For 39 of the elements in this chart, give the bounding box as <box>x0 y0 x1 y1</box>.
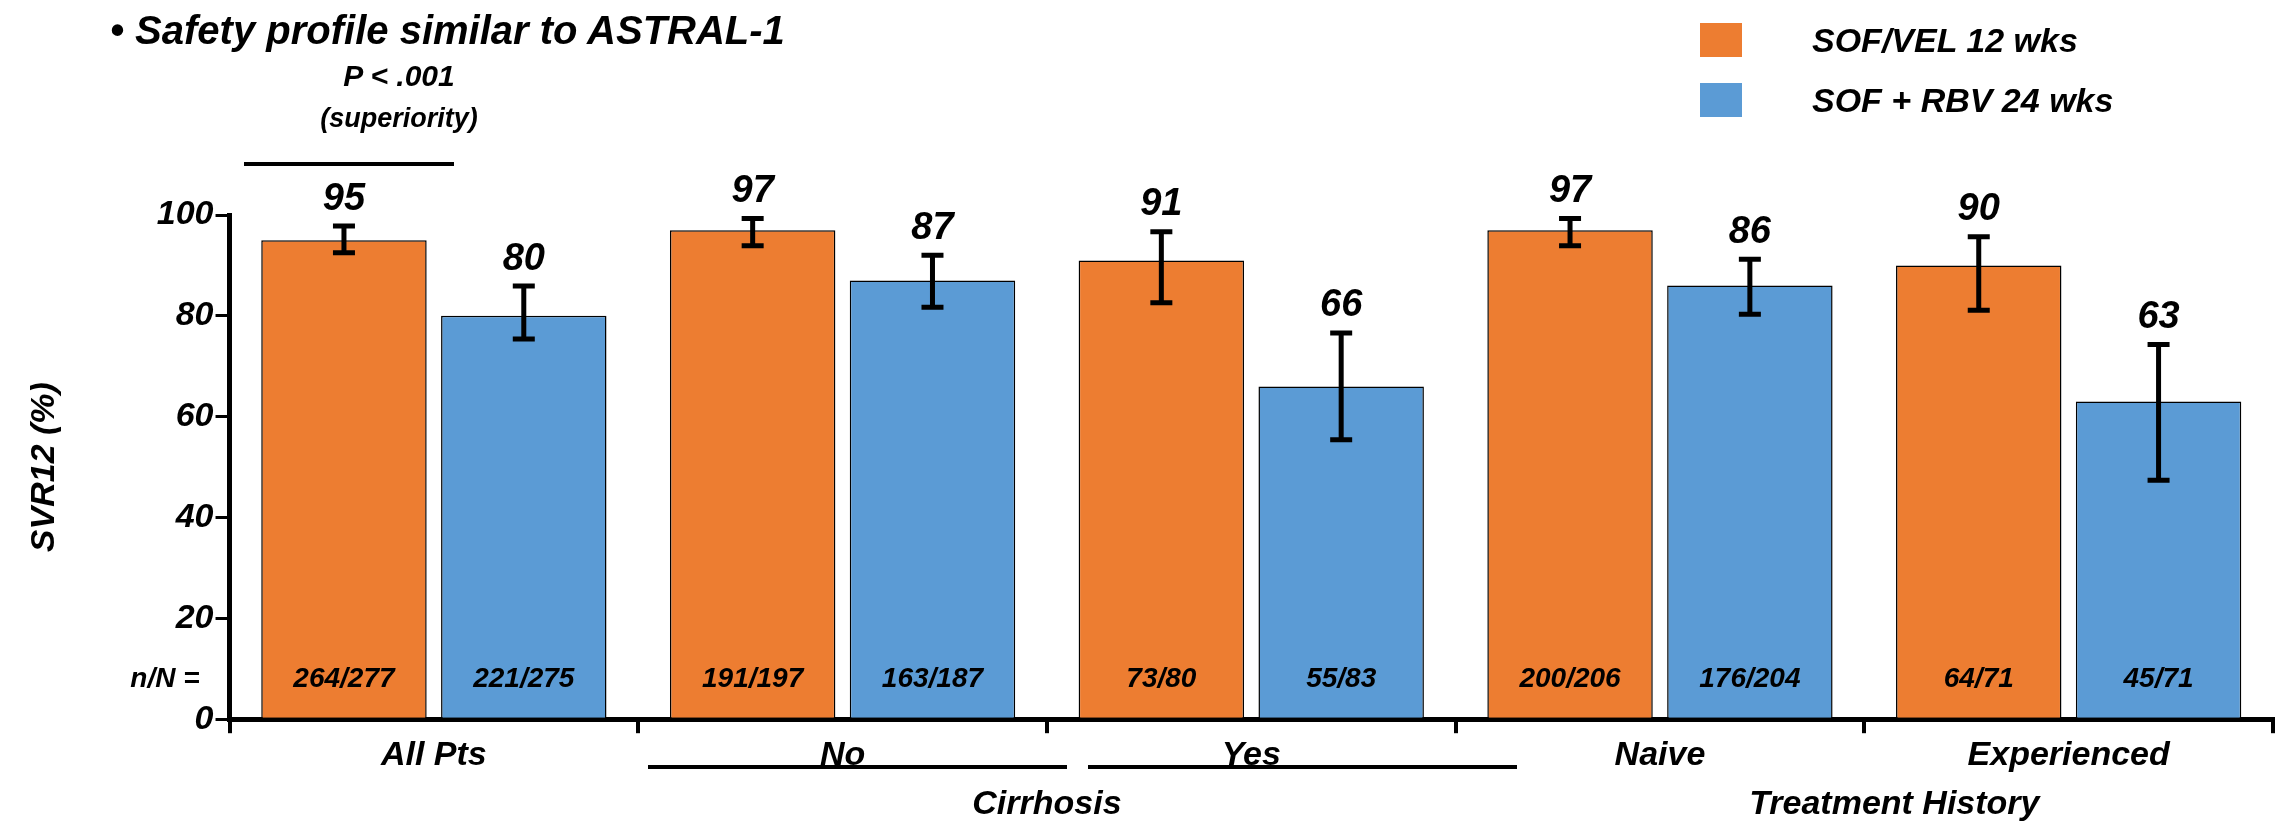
legend-label: SOF/VEL 12 wks <box>1812 20 2078 60</box>
data-label: 95 <box>322 175 366 218</box>
annotation: 45/71 <box>2122 661 2194 693</box>
text: Treatment History <box>1749 783 2042 822</box>
data-label: 63 <box>2137 294 2180 337</box>
data-label: 87 <box>911 204 956 247</box>
y-tick-label: 20 <box>174 596 214 635</box>
x-tick-label: All Pts <box>379 733 487 772</box>
data-label: 97 <box>731 168 776 211</box>
x-tick-label: Experienced <box>1967 733 2171 772</box>
chart-title: • Safety profile similar to ASTRAL-1 <box>110 8 785 53</box>
annotation: 64/71 <box>1943 661 2014 693</box>
annotation: 200/206 <box>1518 661 1622 693</box>
text: P < .001 (superiority) <box>320 59 478 134</box>
annotation: 176/204 <box>1699 661 1801 693</box>
x-tick-label: Naive <box>1614 733 1706 772</box>
text: n/N = <box>130 661 200 693</box>
data-label: 86 <box>1728 208 1772 251</box>
y-tick-label: 100 <box>156 193 214 232</box>
annotation: 73/80 <box>1126 661 1197 693</box>
data-label: 80 <box>502 235 545 278</box>
data-label: 90 <box>1957 186 2000 229</box>
data-label: 97 <box>1548 168 1594 211</box>
annotation: 55/83 <box>1306 661 1377 693</box>
y-tick-label: 80 <box>175 294 214 333</box>
annotation: 221/275 <box>472 661 575 693</box>
x-tick-label: No <box>819 733 866 772</box>
y-axis-title: SVR12 (%) <box>22 382 61 553</box>
text: Cirrhosis <box>972 783 1122 822</box>
y-tick-label: 60 <box>175 395 214 434</box>
y-tick-label: 40 <box>174 495 214 534</box>
annotation: 163/187 <box>881 661 985 693</box>
data-label: 66 <box>1320 282 1364 325</box>
y-tick-label: 0 <box>194 697 214 736</box>
legend-label: SOF + RBV 24 wks <box>1812 80 2114 120</box>
data-label: 91 <box>1140 181 1183 224</box>
x-tick-label: Yes <box>1221 733 1281 772</box>
annotation: 264/277 <box>292 661 396 693</box>
annotation: 191/197 <box>702 661 805 693</box>
